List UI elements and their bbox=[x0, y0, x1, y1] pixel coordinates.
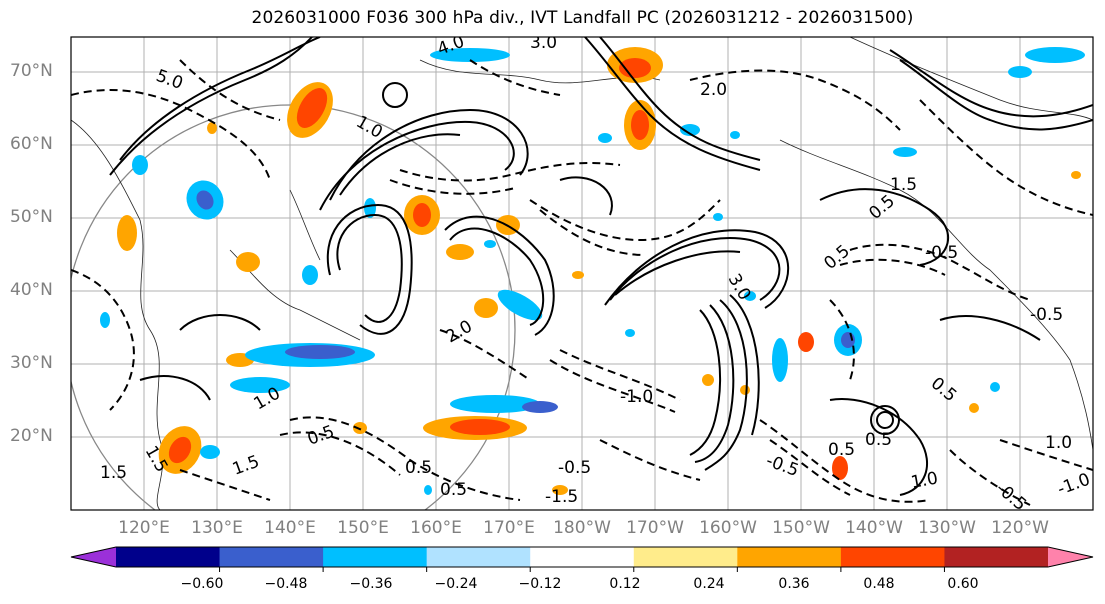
contour-label: -0.5 bbox=[1030, 305, 1063, 325]
lat-label-60: 60°N bbox=[10, 134, 53, 154]
map-frame bbox=[70, 36, 1094, 511]
contour-label: 0.5 bbox=[405, 458, 432, 478]
colorbar-cell bbox=[323, 547, 428, 567]
colorbar-tick-label: −0.12 bbox=[518, 576, 562, 592]
contour-label: 0.5 bbox=[440, 480, 467, 500]
lon-label: 150°W bbox=[772, 518, 830, 538]
colorbar-cell bbox=[944, 547, 1049, 567]
colorbar-tick-label: −0.48 bbox=[264, 576, 308, 592]
colorbar-cell bbox=[219, 547, 324, 567]
range-circle bbox=[71, 104, 516, 510]
lon-label: 130°E bbox=[191, 518, 243, 538]
contour-label: -0.5 bbox=[558, 458, 591, 478]
colorbar-cell bbox=[530, 547, 635, 567]
contour-label: 1.0 bbox=[1045, 433, 1072, 453]
lon-label: 160°W bbox=[699, 518, 757, 538]
colorbar-extend-high bbox=[1048, 547, 1093, 567]
contour-label: 0.5 bbox=[865, 430, 892, 450]
contour-label: 0.5 bbox=[828, 440, 855, 460]
colorbar-tick-label: 0.24 bbox=[693, 576, 725, 592]
colorbar-tick-label: 0.12 bbox=[609, 576, 641, 592]
colorbar-cell bbox=[737, 547, 842, 567]
lon-label: 140°W bbox=[845, 518, 903, 538]
contour-label: 3.0 bbox=[530, 33, 557, 53]
colorbar-cell bbox=[840, 547, 945, 567]
colorbar-tick-label: 0.60 bbox=[947, 576, 979, 592]
lon-label: 120°W bbox=[991, 518, 1049, 538]
lon-label: 170°E bbox=[483, 518, 535, 538]
colorbar-tick-label: −0.24 bbox=[434, 576, 478, 592]
colorbar-outline bbox=[70, 546, 1094, 568]
contour-label: -1.0 bbox=[620, 387, 653, 407]
colorbar-tick-label: 0.48 bbox=[863, 576, 895, 592]
colorbar-tick-label: −0.60 bbox=[180, 576, 224, 592]
lon-label: 140°E bbox=[264, 518, 316, 538]
colorbar-tick-label: 0.36 bbox=[778, 576, 810, 592]
shaded-patches bbox=[100, 47, 1085, 495]
colorbar-cell bbox=[116, 547, 221, 567]
contour-label: 1.5 bbox=[100, 463, 127, 483]
contour-label: 1.5 bbox=[890, 175, 917, 195]
lon-label: 150°E bbox=[337, 518, 389, 538]
lat-label-50: 50°N bbox=[10, 207, 53, 227]
contour-label: -1.5 bbox=[545, 487, 578, 507]
lon-label: 180°W bbox=[553, 518, 611, 538]
lon-label: 170°W bbox=[626, 518, 684, 538]
page-title: 2026031000 F036 300 hPa div., IVT Landfa… bbox=[251, 8, 914, 28]
lon-label: 120°E bbox=[118, 518, 170, 538]
colorbar-tick-label: −0.36 bbox=[349, 576, 393, 592]
lon-label: 160°E bbox=[410, 518, 462, 538]
solid-contours bbox=[109, 37, 1093, 496]
contour-label: -0.5 bbox=[925, 243, 958, 263]
lat-label-70: 70°N bbox=[10, 61, 53, 81]
colorbar-extend-low bbox=[71, 547, 116, 567]
contour-label: 1.0 bbox=[909, 469, 939, 493]
lat-label-20: 20°N bbox=[10, 426, 53, 446]
colorbar bbox=[70, 546, 1094, 572]
colorbar-cell bbox=[426, 547, 531, 567]
lon-label: 130°W bbox=[918, 518, 976, 538]
lat-label-30: 30°N bbox=[10, 353, 53, 373]
dashed-contours bbox=[71, 59, 1093, 506]
lat-label-40: 40°N bbox=[10, 280, 53, 300]
colorbar-cell bbox=[633, 547, 738, 567]
contour-label: 2.0 bbox=[700, 80, 727, 100]
